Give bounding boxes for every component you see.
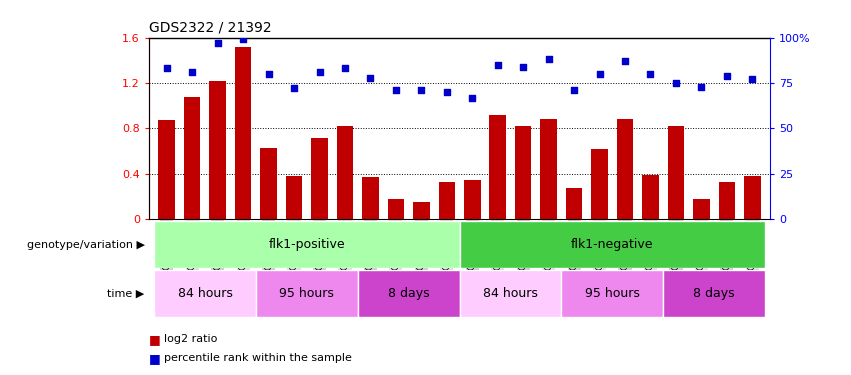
Point — [186, 69, 199, 75]
Point — [211, 40, 225, 46]
Point — [160, 65, 174, 71]
Bar — [387, 199, 404, 219]
Text: 8 days: 8 days — [388, 287, 430, 300]
Point — [745, 76, 759, 82]
Point — [363, 75, 377, 81]
Bar — [357, 270, 460, 317]
Point — [237, 36, 250, 42]
Bar — [438, 182, 455, 219]
Text: genotype/variation ▶: genotype/variation ▶ — [26, 240, 145, 250]
Bar — [184, 97, 201, 219]
Point — [414, 87, 428, 93]
Point — [338, 65, 351, 71]
Point — [312, 69, 326, 75]
Bar — [363, 177, 379, 219]
Point — [694, 84, 708, 90]
Text: 8 days: 8 days — [694, 287, 735, 300]
Bar — [460, 221, 765, 268]
Bar — [464, 180, 481, 219]
Text: flk1-positive: flk1-positive — [268, 238, 346, 251]
Point — [288, 86, 301, 92]
Bar — [668, 126, 684, 219]
Bar — [235, 46, 251, 219]
Text: 84 hours: 84 hours — [483, 287, 538, 300]
Point — [262, 71, 276, 77]
Text: ■: ■ — [149, 352, 161, 364]
Bar — [489, 115, 506, 219]
Bar — [515, 126, 532, 219]
Text: 84 hours: 84 hours — [178, 287, 232, 300]
Bar — [663, 270, 765, 317]
Point — [568, 87, 581, 93]
Bar — [260, 148, 277, 219]
Point — [491, 62, 505, 68]
Point — [618, 58, 631, 64]
Point — [593, 71, 607, 77]
Point — [542, 56, 556, 62]
Bar — [562, 270, 663, 317]
Text: ■: ■ — [149, 333, 161, 346]
Bar — [693, 199, 710, 219]
Bar — [566, 188, 582, 219]
Bar — [540, 119, 557, 219]
Text: 95 hours: 95 hours — [585, 287, 640, 300]
Bar — [286, 176, 302, 219]
Bar — [154, 270, 256, 317]
Bar — [718, 182, 735, 219]
Text: GDS2322 / 21392: GDS2322 / 21392 — [149, 21, 271, 35]
Bar — [413, 202, 430, 219]
Text: time ▶: time ▶ — [107, 288, 145, 298]
Text: flk1-negative: flk1-negative — [571, 238, 654, 251]
Bar — [209, 81, 226, 219]
Point — [517, 64, 530, 70]
Point — [643, 71, 657, 77]
Point — [669, 80, 683, 86]
Point — [720, 73, 734, 79]
Text: 95 hours: 95 hours — [279, 287, 334, 300]
Bar — [643, 175, 659, 219]
Bar — [591, 149, 608, 219]
Bar — [617, 119, 633, 219]
Bar — [256, 270, 357, 317]
Text: percentile rank within the sample: percentile rank within the sample — [164, 353, 352, 363]
Bar — [158, 120, 175, 219]
Point — [440, 89, 454, 95]
Text: log2 ratio: log2 ratio — [164, 334, 218, 344]
Bar — [337, 126, 353, 219]
Point — [465, 94, 479, 100]
Bar — [154, 221, 460, 268]
Bar — [744, 176, 761, 219]
Bar — [460, 270, 562, 317]
Point — [389, 87, 403, 93]
Bar — [311, 138, 328, 219]
